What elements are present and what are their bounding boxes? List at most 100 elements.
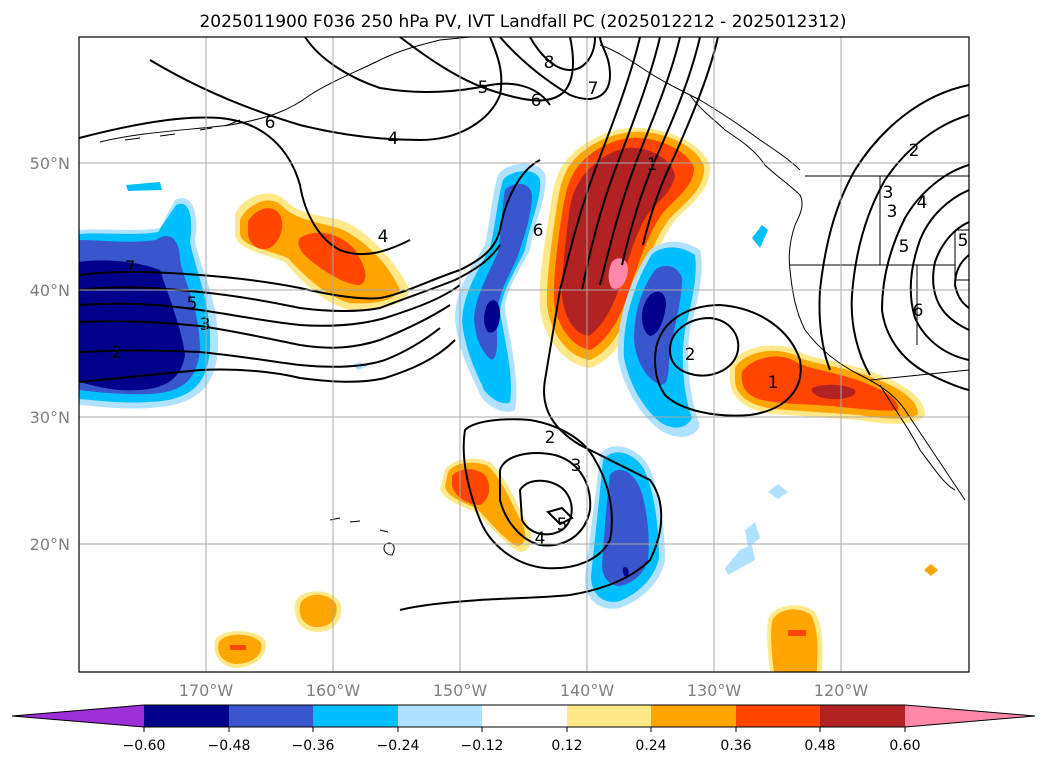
- contour-label: 6: [531, 91, 542, 111]
- shade-pos-123w-4: [811, 384, 856, 400]
- pv-contour-low-3: [499, 452, 592, 547]
- contour-label: 6: [913, 301, 924, 321]
- contour-label: 7: [588, 79, 599, 99]
- colorbar-label: −0.60: [123, 738, 166, 754]
- shade-neg-148w-4: [484, 300, 500, 333]
- lon-labels: 170°W 160°W 150°W 140°W 130°W 120°W: [179, 681, 869, 700]
- colorbar-swatch: [820, 705, 905, 727]
- contour-label: 2: [685, 345, 696, 365]
- pv-contour-east-5: [932, 221, 969, 331]
- ivt-pc-fill: [79, 127, 938, 672]
- shade-neg-small: [126, 182, 162, 191]
- colorbar-label: −0.24: [377, 738, 420, 754]
- colorbar-swatch: [482, 705, 567, 727]
- pv-contour-trough-2: [581, 37, 661, 291]
- colorbar-swatch: [313, 705, 398, 727]
- pv-contour-cutoff-1: [653, 303, 802, 417]
- pv-contour-east-6: [953, 254, 969, 309]
- lat-labels: 50°N 40°N 30°N 20°N: [30, 154, 70, 554]
- contour-label: 6: [265, 113, 276, 133]
- lat-label: 30°N: [30, 408, 70, 427]
- colorbar-label: 0.48: [804, 738, 835, 754]
- pv-contour-west-4: [79, 304, 451, 349]
- contour-label: 4: [917, 193, 928, 213]
- pv-contour-low-2: [462, 418, 613, 570]
- pv-contours: [79, 37, 969, 611]
- colorbar-extend-min: [12, 705, 144, 727]
- pv-contour-north-6: [79, 116, 411, 256]
- pv-contour-trough-1: [399, 37, 663, 611]
- pv-contour-west-3: [79, 284, 461, 327]
- contour-label: 4: [388, 129, 399, 149]
- pv-contour-ridge-6: [399, 37, 574, 102]
- shade-neg-west-4: [79, 260, 185, 391]
- colorbar-swatch: [651, 705, 736, 727]
- lon-label: 160°W: [306, 681, 361, 700]
- contour-label: 3: [883, 183, 894, 203]
- colorbar-swatch: [736, 705, 820, 727]
- colorbar-label: 0.36: [720, 738, 751, 754]
- pv-contour-low-5: [546, 506, 574, 526]
- shade-pos-patch-3c: [788, 630, 806, 636]
- contour-label: 3: [200, 315, 211, 335]
- lon-label: 130°W: [687, 681, 742, 700]
- pv-contour-ridge-7: [499, 37, 612, 100]
- pv-contour-ridge-8: [529, 37, 596, 72]
- contour-label: 4: [378, 227, 389, 247]
- pv-contour-low-4: [518, 479, 573, 536]
- graticule: [79, 37, 969, 672]
- shade-neg-133w-4: [642, 291, 666, 336]
- pv-contour-north-5: [304, 37, 551, 106]
- lon-label: 170°W: [179, 681, 234, 700]
- contour-label: 7: [125, 258, 136, 278]
- shade-neg-patch-4: [768, 484, 788, 499]
- colorbar: −0.60 −0.48 −0.36 −0.24 −0.12 0.12 0.24 …: [11, 704, 1036, 754]
- map-frame: [78, 36, 970, 673]
- colorbar-label: 0.12: [551, 738, 582, 754]
- lon-label: 140°W: [560, 681, 615, 700]
- pv-contour-west-1: [79, 159, 541, 300]
- pv-contour-north-4: [149, 37, 503, 142]
- shade-neg-patch-2: [725, 545, 755, 575]
- colorbar-label: 0.60: [889, 738, 920, 754]
- pv-contour-west-6: [79, 339, 456, 383]
- pv-contour-cutoff-2: [668, 316, 740, 377]
- pv-contour-east-2: [850, 114, 969, 376]
- map-panel: 8 7 6 5 4 6 4 7 5 3 2 6 1 2 3 5 2 1 4 3 …: [30, 36, 970, 700]
- contour-label: 1: [647, 155, 658, 175]
- coast-bc: [689, 94, 803, 226]
- contour-label: 2: [112, 343, 123, 363]
- lat-label: 20°N: [30, 535, 70, 554]
- lon-label: 150°W: [433, 681, 488, 700]
- colorbar-swatch: [144, 705, 229, 727]
- colorbar-label: −0.48: [208, 738, 251, 754]
- shade-pos-patch-4: [924, 564, 938, 576]
- pv-contour-labels: 8 7 6 5 4 6 4 7 5 3 2 6 1 2 3 5 2 1 4 3 …: [112, 53, 969, 549]
- shade-pos-patch-1b: [299, 594, 337, 628]
- colorbar-label: 0.24: [635, 738, 666, 754]
- colorbar-swatch: [229, 705, 313, 727]
- shade-neg-patch-1: [752, 225, 768, 248]
- contour-label: 4: [535, 529, 546, 549]
- pv-contour-east-3: [880, 164, 969, 391]
- lat-label: 40°N: [30, 281, 70, 300]
- shade-pos-137w-5: [608, 258, 628, 289]
- islands-hawaii: [329, 517, 395, 556]
- lat-label: 50°N: [30, 154, 70, 173]
- contour-label: 1: [768, 373, 779, 393]
- figure-title: 2025011900 F036 250 hPa PV, IVT Landfall…: [199, 12, 846, 32]
- colorbar-label: −0.12: [461, 738, 504, 754]
- contour-label: 5: [478, 78, 489, 98]
- colorbar-extend-max: [905, 705, 1035, 727]
- shade-pos-patch-3b: [771, 609, 818, 672]
- contour-label: 5: [899, 237, 910, 257]
- pv-contour-east-1: [818, 84, 969, 371]
- shade-pos-patch-2c: [230, 645, 246, 650]
- colorbar-label: −0.36: [292, 738, 335, 754]
- contour-label: 2: [909, 141, 920, 161]
- contour-label: 5: [958, 231, 969, 251]
- shade-neg-patch-3: [745, 522, 760, 548]
- pv-contour-west-5: [79, 327, 441, 368]
- contour-label: 2: [545, 428, 556, 448]
